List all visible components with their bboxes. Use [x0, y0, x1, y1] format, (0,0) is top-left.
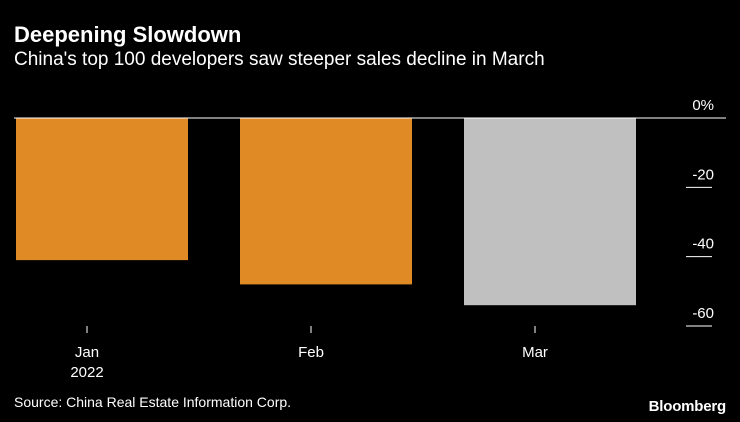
bars-group — [16, 118, 636, 306]
bar-feb — [240, 118, 412, 285]
y-axis: 0% -20 -40 -60 — [686, 97, 714, 327]
y-tick-label-40: -40 — [692, 236, 714, 253]
y-tick-label-20: -20 — [692, 166, 714, 183]
bar-jan — [16, 118, 188, 261]
x-tick-label-feb: Feb — [298, 344, 324, 361]
y-tick-label-0: 0% — [692, 97, 714, 114]
source-note: Source: China Real Estate Information Co… — [14, 394, 292, 410]
bloomberg-logo: Bloomberg — [648, 398, 727, 415]
x-tick-label-jan: Jan — [75, 344, 99, 361]
x-tick-label-mar: Mar — [522, 344, 548, 361]
y-tick-label-60: -60 — [692, 305, 714, 322]
chart-title: Deepening Slowdown — [14, 22, 242, 47]
chart-subtitle: China's top 100 developers saw steeper s… — [14, 49, 545, 70]
bar-mar — [464, 118, 636, 306]
x-axis-ticks: Jan 2022 Feb Mar — [70, 326, 548, 381]
x-tick-sublabel-jan: 2022 — [70, 364, 103, 381]
